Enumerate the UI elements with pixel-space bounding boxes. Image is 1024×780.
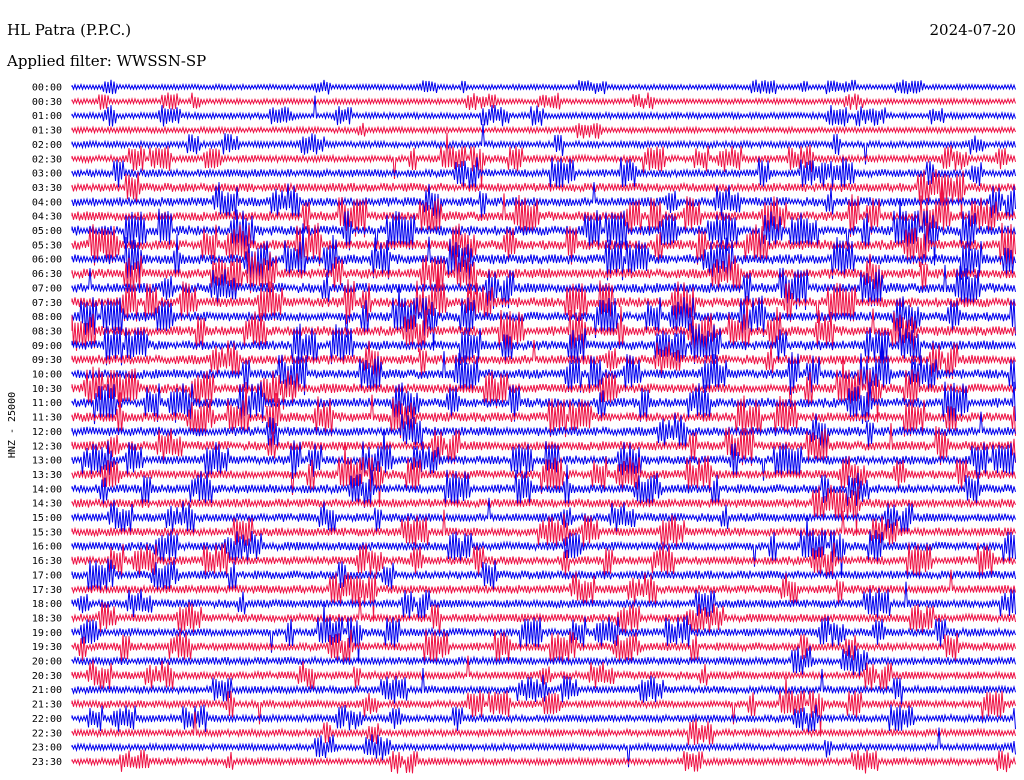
trace-line-0500 xyxy=(71,199,1016,266)
time-tick-label: 04:00 xyxy=(32,197,62,208)
time-tick-label: 05:30 xyxy=(32,240,62,251)
time-tick-label: 14:00 xyxy=(32,484,62,495)
filter-label: Applied filter: WWSSN-SP xyxy=(6,52,206,70)
trace-line-0100 xyxy=(71,95,1016,127)
time-tick-label: 12:30 xyxy=(32,441,62,452)
trace-line-1330 xyxy=(71,445,1016,508)
trace-line-2000 xyxy=(71,645,1016,678)
trace-line-2330 xyxy=(71,749,1016,774)
trace-line-0530 xyxy=(71,222,1016,268)
time-tick-label: 23:00 xyxy=(32,743,62,754)
trace-line-1100 xyxy=(71,381,1016,425)
time-tick-label: 15:00 xyxy=(32,513,62,524)
time-tick-label: 07:30 xyxy=(32,298,62,309)
time-tick-label: 23:30 xyxy=(32,757,62,768)
trace-line-1730 xyxy=(71,569,1016,619)
trace-line-1430 xyxy=(71,484,1016,534)
time-tick-label: 10:00 xyxy=(32,370,62,381)
trace-line-1800 xyxy=(71,581,1016,620)
trace-line-1700 xyxy=(71,558,1016,593)
trace-line-2100 xyxy=(71,667,1016,705)
trace-line-1930 xyxy=(71,629,1016,664)
trace-line-0130 xyxy=(71,122,1016,139)
time-tick-label: 09:30 xyxy=(32,355,62,366)
time-tick-label: 03:30 xyxy=(32,183,62,194)
trace-line-0230 xyxy=(71,132,1016,188)
time-tick-label: 19:30 xyxy=(32,642,62,653)
station-title: HL Patra (P.P.C.) xyxy=(7,21,131,39)
trace-line-1600 xyxy=(71,517,1016,579)
time-tick-label: 01:30 xyxy=(32,126,62,137)
time-tick-label: 05:00 xyxy=(32,226,62,237)
time-tick-label: 16:00 xyxy=(32,542,62,553)
trace-line-0830 xyxy=(71,295,1016,353)
time-tick-label: 12:00 xyxy=(32,427,62,438)
time-tick-label: 21:00 xyxy=(32,685,62,696)
record-date: 2024-07-20 xyxy=(930,21,1016,39)
trace-line-1230 xyxy=(71,423,1016,466)
time-tick-label: 06:30 xyxy=(32,269,62,280)
time-tick-label: 08:30 xyxy=(32,326,62,337)
trace-line-0630 xyxy=(71,251,1016,295)
trace-line-0800 xyxy=(71,286,1016,351)
time-tick-label: 04:30 xyxy=(32,212,62,223)
trace-line-2230 xyxy=(71,711,1016,746)
time-tick-label: 19:00 xyxy=(32,628,62,639)
time-tick-label: 02:00 xyxy=(32,140,62,151)
trace-line-0730 xyxy=(71,270,1016,325)
time-tick-label: 18:30 xyxy=(32,613,62,624)
trace-line-1400 xyxy=(71,464,1016,508)
time-tick-label: 13:30 xyxy=(32,470,62,481)
time-tick-label: 00:30 xyxy=(32,97,62,108)
trace-line-0330 xyxy=(71,169,1016,218)
time-tick-label: 08:00 xyxy=(32,312,62,323)
time-tick-label: 17:30 xyxy=(32,585,62,596)
trace-line-2130 xyxy=(71,677,1016,734)
time-tick-label: 09:00 xyxy=(32,341,62,352)
time-tick-label: 11:00 xyxy=(32,398,62,409)
trace-line-0700 xyxy=(71,264,1016,311)
trace-line-1200 xyxy=(71,411,1016,451)
trace-line-1130 xyxy=(71,381,1016,439)
time-tick-label: 20:30 xyxy=(32,671,62,682)
time-tick-label: 11:30 xyxy=(32,413,62,424)
time-tick-label: 00:00 xyxy=(32,83,62,94)
time-tick-label: 14:30 xyxy=(32,499,62,510)
time-tick-label: 06:00 xyxy=(32,255,62,266)
trace-line-1900 xyxy=(71,604,1016,664)
time-tick-label: 18:00 xyxy=(32,599,62,610)
trace-line-1030 xyxy=(71,358,1016,423)
trace-line-1300 xyxy=(71,429,1016,481)
trace-line-1630 xyxy=(71,542,1016,579)
time-tick-label: 20:00 xyxy=(32,657,62,668)
y-axis-label: HNZ - 25000 xyxy=(7,392,18,458)
time-tick-label: 02:30 xyxy=(32,154,62,165)
time-tick-label: 15:30 xyxy=(32,527,62,538)
trace-line-1500 xyxy=(71,497,1016,535)
time-tick-label: 22:00 xyxy=(32,714,62,725)
trace-line-1530 xyxy=(71,509,1016,549)
trace-line-2030 xyxy=(71,655,1016,691)
trace-line-0030 xyxy=(71,92,1016,110)
trace-line-0600 xyxy=(71,223,1016,282)
time-tick-label: 17:00 xyxy=(32,570,62,581)
time-tick-label: 16:30 xyxy=(32,556,62,567)
time-tick-label: 22:30 xyxy=(32,728,62,739)
time-tick-label: 10:30 xyxy=(32,384,62,395)
trace-line-0430 xyxy=(71,184,1016,238)
time-tick-label: 03:00 xyxy=(32,169,62,180)
trace-line-0200 xyxy=(71,123,1016,165)
trace-line-2300 xyxy=(71,727,1016,768)
trace-line-0300 xyxy=(71,156,1016,190)
trace-line-0930 xyxy=(71,339,1016,380)
trace-line-2200 xyxy=(71,704,1016,733)
time-tick-label: 07:00 xyxy=(32,283,62,294)
time-tick-label: 01:00 xyxy=(32,111,62,122)
trace-rows: 00:00 00:30 01:00 01:30 02:00 02:30 03:00 03:30… xyxy=(32,79,1016,774)
trace-line-1830 xyxy=(71,596,1016,636)
time-tick-label: 21:30 xyxy=(32,700,62,711)
trace-line-0000 xyxy=(71,79,1016,95)
time-tick-label: 13:00 xyxy=(32,456,62,467)
